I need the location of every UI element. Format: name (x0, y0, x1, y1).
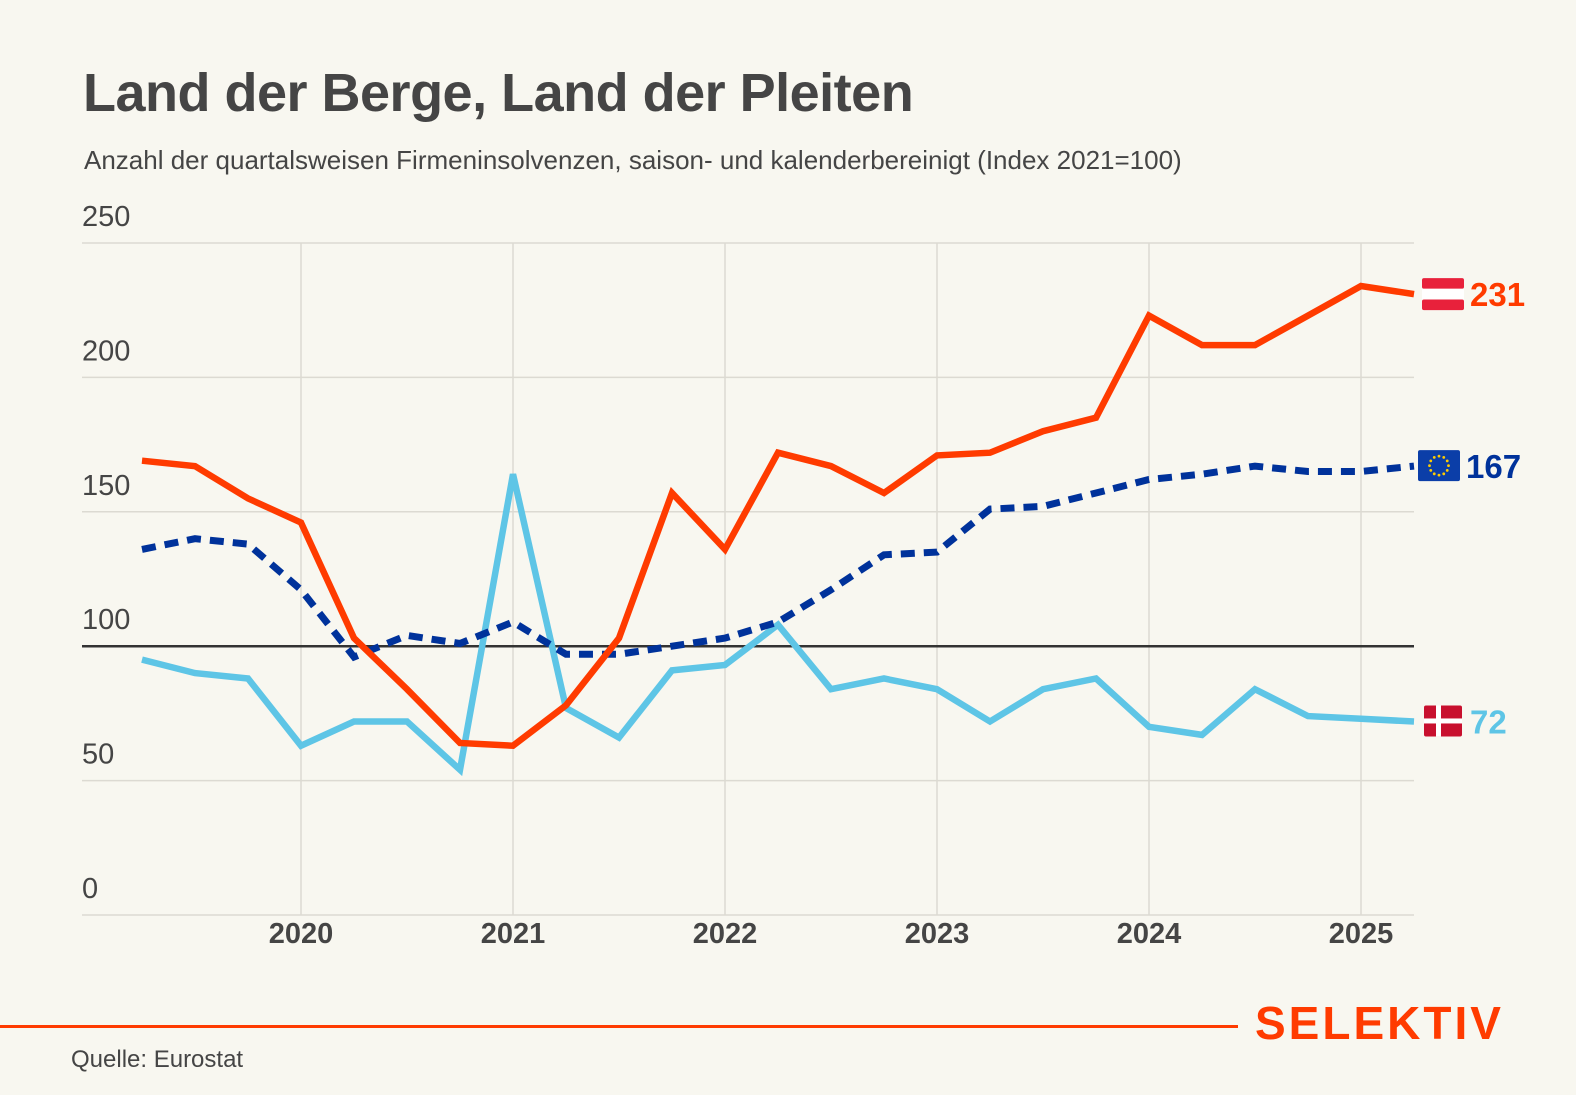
x-tick-label: 2023 (905, 918, 970, 950)
y-axis-ticks: 0 50 100 150 200 250 (82, 201, 130, 905)
y-tick-label: 50 (82, 739, 114, 771)
series-line-austria (141, 282, 1415, 750)
y-tick-label: 150 (82, 470, 130, 502)
austria-end-label: 231 (1422, 276, 1525, 313)
line-chart: 0 50 100 150 200 250 2020 2021 2022 2023 2024 2025… (82, 201, 1525, 950)
series-lines (141, 282, 1415, 777)
brand-logo: SELEKTIV (1255, 997, 1504, 1049)
eu-end-label: 167 (1418, 448, 1521, 485)
chart-subtitle: Anzahl der quartalsweisen Firmeninsolven… (84, 145, 1182, 175)
x-axis-ticks: 2020 2021 2022 2023 2024 2025 (269, 918, 1394, 950)
chart-title: Land der Berge, Land der Pleiten (83, 63, 914, 123)
end-value-label: 167 (1466, 448, 1521, 485)
series-line-denmark (141, 473, 1415, 777)
y-tick-label: 100 (82, 604, 130, 636)
footer-divider (0, 1025, 1238, 1028)
y-tick-label: 200 (82, 335, 130, 367)
end-labels: 231 167 72 (1418, 276, 1525, 740)
source-note: Quelle: Eurostat (71, 1046, 244, 1073)
x-tick-label: 2025 (1329, 918, 1394, 950)
denmark-flag-icon (1424, 705, 1462, 737)
y-tick-label: 0 (82, 873, 98, 905)
x-tick-label: 2021 (481, 918, 546, 950)
end-value-label: 231 (1470, 276, 1525, 313)
eu-flag-icon (1418, 450, 1460, 482)
end-value-label: 72 (1470, 703, 1507, 740)
x-tick-label: 2020 (269, 918, 334, 950)
y-tick-label: 250 (82, 201, 130, 233)
denmark-end-label: 72 (1424, 703, 1507, 740)
series-line-eu (141, 462, 1415, 662)
x-tick-label: 2022 (693, 918, 758, 950)
austria-flag-icon (1422, 278, 1464, 311)
x-tick-label: 2024 (1117, 918, 1182, 950)
